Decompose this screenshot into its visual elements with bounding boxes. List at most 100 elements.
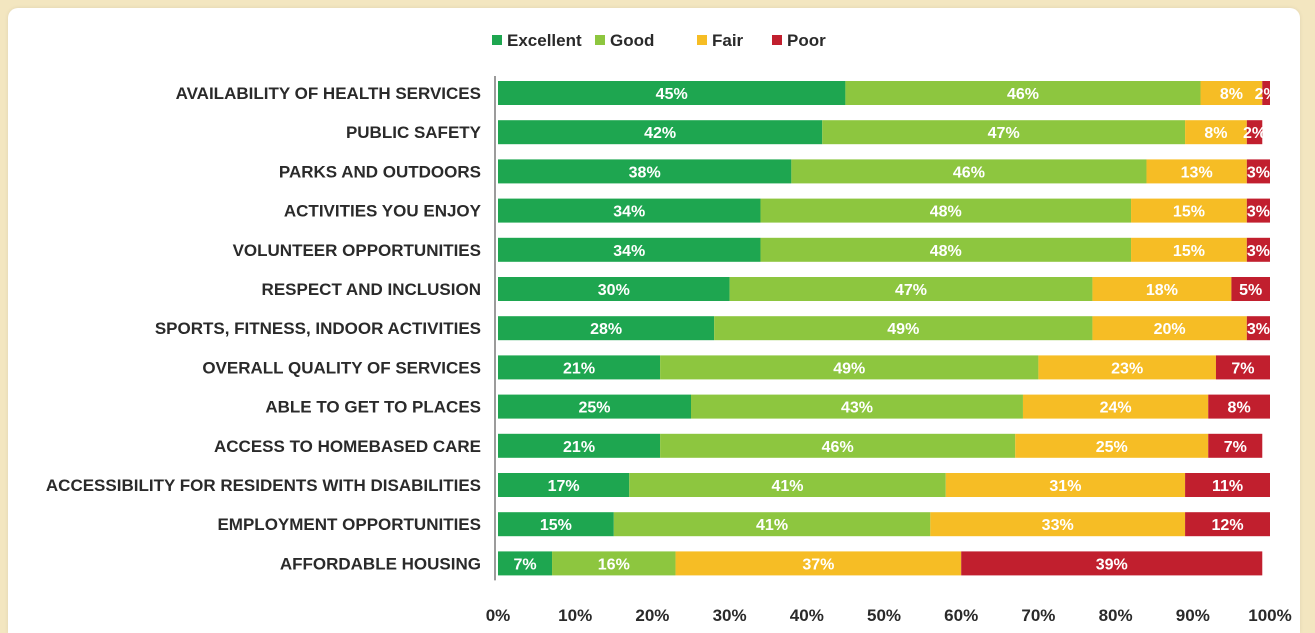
bar-segment-good — [791, 159, 1147, 184]
bar-row-sports-fitness-indoor-activities: SPORTS, FITNESS, INDOOR ACTIVITIES 28% 49%… — [155, 316, 1270, 341]
legend-label-excellent: Excellent — [507, 31, 582, 50]
bar-segment-poor — [1208, 433, 1263, 458]
data-label-good: 41% — [771, 478, 803, 495]
data-label-fair: 20% — [1154, 321, 1186, 338]
legend-label-fair: Fair — [712, 31, 744, 50]
category-label: AVAILABILITY OF HEALTH SERVICES — [176, 84, 481, 103]
data-label-poor: 2% — [1243, 125, 1266, 142]
data-label-good: 46% — [1007, 86, 1039, 103]
data-label-excellent: 34% — [613, 204, 645, 221]
bar-segment-excellent — [498, 81, 846, 105]
data-label-excellent: 28% — [590, 321, 622, 338]
data-label-excellent: 34% — [613, 243, 645, 260]
data-label-good: 49% — [833, 360, 865, 377]
bar-segment-good — [552, 551, 676, 576]
bar-segment-good — [845, 81, 1201, 105]
data-label-poor: 7% — [1224, 439, 1247, 456]
bar-segment-good — [660, 433, 1016, 458]
bar-segment-poor — [1185, 473, 1270, 497]
data-label-fair: 8% — [1220, 86, 1243, 103]
category-label: SPORTS, FITNESS, INDOOR ACTIVITIES — [155, 319, 481, 338]
bar-segment-fair — [1015, 433, 1209, 458]
bar-segment-excellent — [498, 355, 661, 380]
data-label-good: 46% — [953, 164, 985, 181]
data-label-poor: 8% — [1228, 400, 1251, 417]
data-label-excellent: 15% — [540, 517, 572, 534]
data-label-excellent: 30% — [598, 282, 630, 299]
bar-segment-poor — [1246, 316, 1270, 341]
data-label-good: 43% — [841, 400, 873, 417]
bar-segment-good — [691, 394, 1023, 419]
bar-segment-excellent — [498, 120, 823, 145]
data-label-poor: 39% — [1096, 556, 1128, 573]
bar-row-overall-quality-of-services: OVERALL QUALITY OF SERVICES 21% 49% 23% 7% — [202, 355, 1270, 380]
stacked-bar-chart: Excellent Good Fair Poor AVAILABILITY OF HEA… — [46, 31, 1292, 625]
category-label: PARKS AND OUTDOORS — [279, 162, 481, 181]
bar-segment-excellent — [498, 316, 715, 341]
data-label-fair: 23% — [1111, 360, 1143, 377]
category-label: ACCESSIBILITY FOR RESIDENTS WITH DISABIL… — [46, 476, 481, 495]
x-tick-label: 60% — [944, 606, 978, 625]
legend-swatch-good — [595, 35, 605, 45]
bar-segment-fair — [1131, 237, 1247, 262]
bar-row-availability-of-health-services: AVAILABILITY OF HEALTH SERVICES 45% 46% 8% 2… — [176, 81, 1278, 105]
bar-segment-poor — [1246, 120, 1263, 145]
bar-segment-good — [760, 237, 1132, 262]
data-label-poor: 3% — [1247, 164, 1270, 181]
data-label-excellent: 42% — [644, 125, 676, 142]
bar-row-employment-opportunities: EMPLOYMENT OPPORTUNITIES 15% 41% 33% 12% — [217, 512, 1270, 537]
legend-swatch-fair — [697, 35, 707, 45]
data-label-fair: 33% — [1042, 517, 1074, 534]
data-label-fair: 15% — [1173, 204, 1205, 221]
legend-swatch-excellent — [492, 35, 502, 45]
bar-segment-excellent — [498, 198, 761, 223]
bar-row-affordable-housing: AFFORDABLE HOUSING 7% 16% 37% 39% — [280, 551, 1263, 576]
bar-segment-poor — [1246, 159, 1270, 184]
bar-segment-fair — [930, 512, 1186, 537]
x-tick-label: 70% — [1021, 606, 1055, 625]
bar-segment-good — [660, 355, 1039, 380]
data-label-good: 47% — [988, 125, 1020, 142]
data-label-fair: 25% — [1096, 439, 1128, 456]
data-label-good: 48% — [930, 243, 962, 260]
category-label: ABLE TO GET TO PLACES — [265, 398, 481, 417]
bar-segment-good — [729, 277, 1093, 301]
legend-item-fair: Fair — [697, 31, 744, 50]
category-label: OVERALL QUALITY OF SERVICES — [202, 358, 481, 377]
data-label-good: 49% — [887, 321, 919, 338]
category-label: AFFORDABLE HOUSING — [280, 554, 481, 573]
data-label-poor: 3% — [1247, 204, 1270, 221]
bar-row-volunteer-opportunities: VOLUNTEER OPPORTUNITIES 34% 48% 15% 3% — [233, 237, 1270, 262]
data-label-fair: 13% — [1181, 164, 1213, 181]
bar-segment-poor — [961, 551, 1263, 576]
bar-segment-poor — [1185, 512, 1270, 537]
legend-label-poor: Poor — [787, 31, 826, 50]
bar-segment-good — [760, 198, 1132, 223]
bar-segment-good — [613, 512, 931, 537]
bar-row-public-safety: PUBLIC SAFETY 42% 47% 8% 2% — [346, 120, 1266, 145]
data-label-fair: 24% — [1100, 400, 1132, 417]
category-label: PUBLIC SAFETY — [346, 123, 482, 142]
bar-segment-poor — [1262, 81, 1270, 105]
data-label-fair: 37% — [802, 556, 834, 573]
bar-row-access-to-homebased-care: ACCESS TO HOMEBASED CARE 21% 46% 25% 7% — [214, 433, 1263, 458]
x-tick-label: 10% — [558, 606, 592, 625]
data-label-excellent: 17% — [548, 478, 580, 495]
x-tick-label: 30% — [713, 606, 747, 625]
bar-segment-excellent — [498, 277, 730, 301]
data-label-good: 41% — [756, 517, 788, 534]
bar-segment-fair — [1131, 198, 1247, 223]
bar-segment-excellent — [498, 394, 691, 419]
x-tick-label: 80% — [1099, 606, 1133, 625]
bar-row-activities-you-enjoy: ACTIVITIES YOU ENJOY 34% 48% 15% 3% — [284, 198, 1270, 223]
data-label-excellent: 7% — [513, 556, 536, 573]
data-label-fair: 8% — [1204, 125, 1227, 142]
bar-segment-poor — [1215, 355, 1270, 380]
data-label-poor: 2% — [1255, 86, 1278, 103]
data-label-poor: 11% — [1212, 478, 1243, 495]
data-label-poor: 3% — [1247, 321, 1270, 338]
data-label-excellent: 45% — [656, 86, 688, 103]
data-label-poor: 7% — [1231, 360, 1254, 377]
bar-segment-excellent — [498, 237, 761, 262]
chart-card: Excellent Good Fair Poor AVAILABILITY OF HEA… — [8, 8, 1300, 633]
